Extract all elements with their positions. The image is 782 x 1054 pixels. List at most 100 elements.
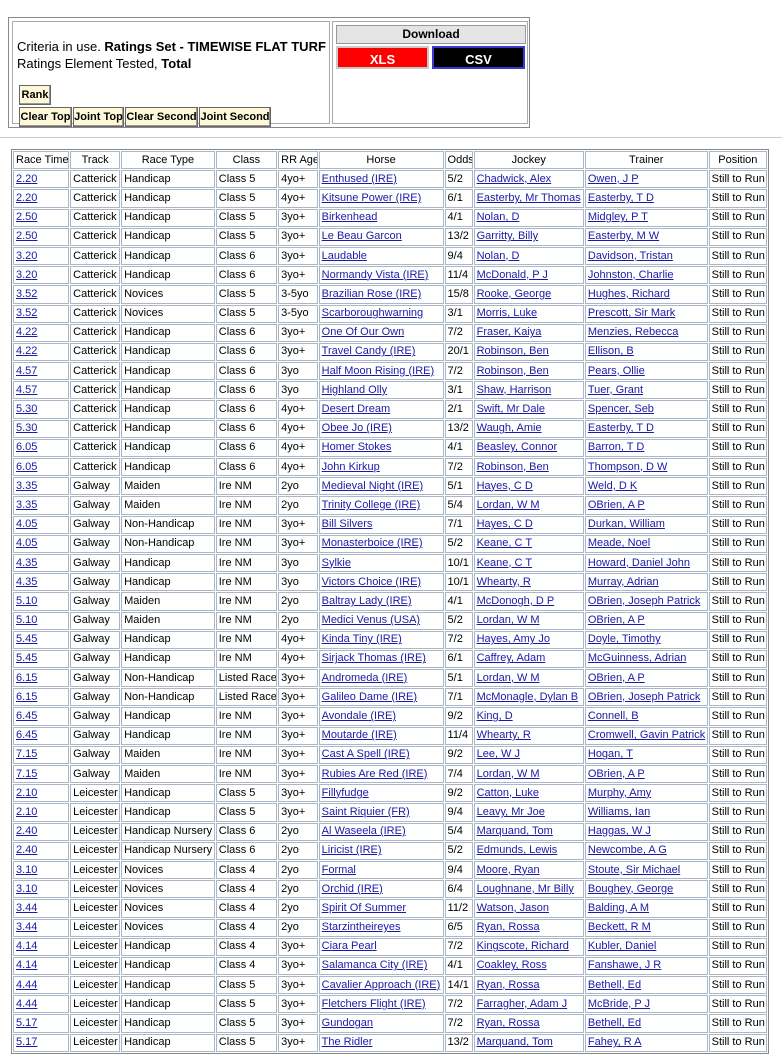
race-time-link[interactable]: 4.35 xyxy=(16,575,38,588)
jockey-link[interactable]: Marquand, Tom xyxy=(476,1036,553,1049)
race-time-link[interactable]: 4.05 xyxy=(16,518,38,531)
jockey-link[interactable]: Ryan, Rossa xyxy=(476,1017,540,1030)
race-time-link[interactable]: 6.15 xyxy=(16,690,38,703)
horse-link[interactable]: Al Waseela (IRE) xyxy=(321,825,406,838)
horse-link[interactable]: Rubies Are Red (IRE) xyxy=(321,767,428,780)
jockey-link[interactable]: McDonogh, D P xyxy=(476,594,555,607)
trainer-link[interactable]: Hughes, Richard xyxy=(587,287,670,300)
jockey-link[interactable]: Keane, C T xyxy=(476,537,533,550)
jockey-link[interactable]: Shaw, Harrison xyxy=(476,383,552,396)
race-time-link[interactable]: 4.14 xyxy=(16,959,38,972)
horse-link[interactable]: Fletchers Flight (IRE) xyxy=(321,997,426,1010)
horse-link[interactable]: Medici Venus (USA) xyxy=(321,614,421,627)
race-time-link[interactable]: 3.35 xyxy=(16,479,38,492)
jockey-link[interactable]: Lordan, W M xyxy=(476,671,540,684)
jockey-link[interactable]: King, D xyxy=(476,710,513,723)
race-time-link[interactable]: 7.15 xyxy=(16,767,38,780)
race-time-link[interactable]: 4.57 xyxy=(16,383,38,396)
trainer-link[interactable]: Prescott, Sir Mark xyxy=(587,307,676,320)
trainer-link[interactable]: Boughey, George xyxy=(587,882,674,895)
jockey-link[interactable]: Chadwick, Alex xyxy=(476,172,552,185)
jockey-link[interactable]: Fraser, Kaiya xyxy=(476,326,542,339)
jockey-link[interactable]: Ryan, Rossa xyxy=(476,978,540,991)
race-time-link[interactable]: 2.10 xyxy=(16,786,38,799)
jockey-link[interactable]: Garritty, Billy xyxy=(476,230,539,243)
trainer-link[interactable]: Durkan, William xyxy=(587,518,665,531)
clear-second-button[interactable]: Clear Second xyxy=(125,107,198,127)
jockey-link[interactable]: Easterby, Mr Thomas xyxy=(476,191,581,204)
race-time-link[interactable]: 7.15 xyxy=(16,748,38,761)
trainer-link[interactable]: Cromwell, Gavin Patrick xyxy=(587,729,706,742)
jockey-link[interactable]: Whearty, R xyxy=(476,575,531,588)
trainer-link[interactable]: Murphy, Amy xyxy=(587,786,652,799)
jockey-link[interactable]: Whearty, R xyxy=(476,729,531,742)
race-time-link[interactable]: 3.44 xyxy=(16,901,38,914)
horse-link[interactable]: Gundogan xyxy=(321,1017,374,1030)
trainer-link[interactable]: Weld, D K xyxy=(587,479,638,492)
trainer-link[interactable]: Doyle, Timothy xyxy=(587,633,661,646)
jockey-link[interactable]: Coakley, Ross xyxy=(476,959,547,972)
trainer-link[interactable]: Howard, Daniel John xyxy=(587,556,690,569)
jockey-link[interactable]: Waugh, Amie xyxy=(476,422,542,435)
horse-link[interactable]: Scarboroughwarning xyxy=(321,307,424,320)
horse-link[interactable]: Fillyfudge xyxy=(321,786,369,799)
joint-top-button[interactable]: Joint Top xyxy=(73,107,124,127)
horse-link[interactable]: John Kirkup xyxy=(321,460,380,473)
race-time-link[interactable]: 6.15 xyxy=(16,671,38,684)
trainer-link[interactable]: Haggas, W J xyxy=(587,825,651,838)
jockey-link[interactable]: Lordan, W M xyxy=(476,614,540,627)
jockey-link[interactable]: Caffrey, Adam xyxy=(476,652,546,665)
race-time-link[interactable]: 5.45 xyxy=(16,652,38,665)
trainer-link[interactable]: McGuinness, Adrian xyxy=(587,652,687,665)
jockey-link[interactable]: Ryan, Rossa xyxy=(476,921,540,934)
race-time-link[interactable]: 5.17 xyxy=(16,1036,38,1049)
trainer-link[interactable]: Easterby, T D xyxy=(587,422,654,435)
trainer-link[interactable]: Murray, Adrian xyxy=(587,575,659,588)
race-time-link[interactable]: 4.14 xyxy=(16,940,38,953)
jockey-link[interactable]: Lordan, W M xyxy=(476,767,540,780)
horse-link[interactable]: Monasterboice (IRE) xyxy=(321,537,423,550)
race-time-link[interactable]: 4.22 xyxy=(16,345,38,358)
horse-link[interactable]: One Of Our Own xyxy=(321,326,405,339)
horse-link[interactable]: Saint Riquier (FR) xyxy=(321,805,410,818)
jockey-link[interactable]: Watson, Jason xyxy=(476,901,549,914)
horse-link[interactable]: Galileo Dame (IRE) xyxy=(321,690,418,703)
trainer-link[interactable]: Beckett, R M xyxy=(587,921,651,934)
trainer-link[interactable]: Hogan, T xyxy=(587,748,633,761)
trainer-link[interactable]: Midgley, P T xyxy=(587,211,648,224)
jockey-link[interactable]: Hayes, C D xyxy=(476,518,533,531)
race-time-link[interactable]: 4.05 xyxy=(16,537,38,550)
horse-link[interactable]: Salamanca City (IRE) xyxy=(321,959,428,972)
xls-button[interactable]: XLS xyxy=(336,46,429,69)
jockey-link[interactable]: Kingscote, Richard xyxy=(476,940,569,953)
horse-link[interactable]: Liricist (IRE) xyxy=(321,844,382,857)
jockey-link[interactable]: Swift, Mr Dale xyxy=(476,403,546,416)
horse-link[interactable]: Starzintheireyes xyxy=(321,921,401,934)
trainer-link[interactable]: Meade, Noel xyxy=(587,537,651,550)
csv-button[interactable]: CSV xyxy=(432,46,525,69)
race-time-link[interactable]: 3.10 xyxy=(16,882,38,895)
rank-button[interactable]: Rank xyxy=(19,85,51,105)
horse-link[interactable]: Formal xyxy=(321,863,356,876)
jockey-link[interactable]: Keane, C T xyxy=(476,556,533,569)
jockey-link[interactable]: Nolan, D xyxy=(476,249,520,262)
clear-top-button[interactable]: Clear Top xyxy=(19,107,72,127)
trainer-link[interactable]: Barron, T D xyxy=(587,441,645,454)
horse-link[interactable]: Medieval Night (IRE) xyxy=(321,479,424,492)
race-time-link[interactable]: 5.10 xyxy=(16,594,38,607)
race-time-link[interactable]: 6.45 xyxy=(16,729,38,742)
jockey-link[interactable]: McDonald, P J xyxy=(476,268,548,281)
race-time-link[interactable]: 2.40 xyxy=(16,844,38,857)
horse-link[interactable]: Birkenhead xyxy=(321,211,378,224)
horse-link[interactable]: Spirit Of Summer xyxy=(321,901,407,914)
jockey-link[interactable]: Robinson, Ben xyxy=(476,460,549,473)
race-time-link[interactable]: 5.30 xyxy=(16,422,38,435)
horse-link[interactable]: Kinda Tiny (IRE) xyxy=(321,633,402,646)
jockey-link[interactable]: Robinson, Ben xyxy=(476,364,549,377)
race-time-link[interactable]: 3.35 xyxy=(16,498,38,511)
jockey-link[interactable]: Loughnane, Mr Billy xyxy=(476,882,574,895)
horse-link[interactable]: Sirjack Thomas (IRE) xyxy=(321,652,426,665)
trainer-link[interactable]: Davidson, Tristan xyxy=(587,249,673,262)
horse-link[interactable]: Orchid (IRE) xyxy=(321,882,383,895)
jockey-link[interactable]: Moore, Ryan xyxy=(476,863,540,876)
